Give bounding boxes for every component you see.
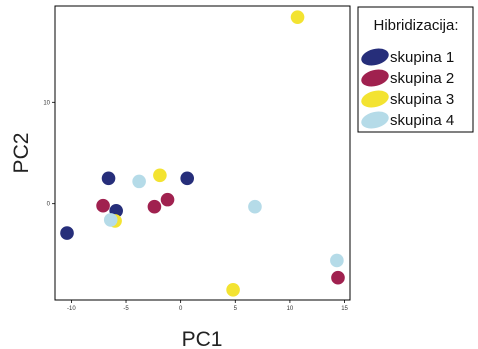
data-point-skupina-3 <box>153 168 167 183</box>
x-tick-label: 10 <box>287 306 294 312</box>
data-point-skupina-4 <box>330 253 344 268</box>
legend-swatch <box>361 69 389 87</box>
legend-items: skupina 1 skupina 2 skupina 3 skupina 4 <box>361 48 454 129</box>
x-tick-label: 0 <box>179 306 183 312</box>
x-tick-label: -10 <box>67 306 76 312</box>
legend-label: skupina 2 <box>390 70 454 87</box>
y-tick-label: 10 <box>43 100 50 106</box>
legend-label: skupina 3 <box>390 91 454 108</box>
data-point-skupina-1 <box>60 226 74 240</box>
legend-title: Hibridizacija: <box>373 17 458 34</box>
x-axis-ticks: -10 -5 0 5 10 15 <box>67 300 349 312</box>
data-point-skupina-1 <box>101 171 116 186</box>
legend-swatch <box>361 111 389 129</box>
y-axis-ticks: 0 10 <box>43 100 55 208</box>
data-points <box>60 10 345 297</box>
legend-label: skupina 4 <box>390 112 454 129</box>
y-axis-title: PC2 <box>10 133 33 174</box>
legend-swatch <box>361 90 389 108</box>
data-point-skupina-4 <box>132 174 146 189</box>
plot-frame <box>54 5 351 301</box>
y-tick-label: 0 <box>47 202 51 208</box>
data-point-skupina-4 <box>248 199 262 214</box>
data-point-skupina-1 <box>180 171 195 186</box>
data-point-skupina-2 <box>96 198 110 213</box>
data-point-skupina-3 <box>290 10 305 24</box>
x-tick-label: 15 <box>341 306 348 312</box>
data-point-skupina-2 <box>147 199 162 214</box>
data-point-skupina-4 <box>103 213 118 227</box>
x-axis-title: PC1 <box>182 328 223 349</box>
x-tick-label: -5 <box>123 306 129 312</box>
data-point-skupina-3 <box>226 283 240 297</box>
legend-box <box>357 6 474 133</box>
data-point-skupina-2 <box>331 270 345 285</box>
legend-swatch <box>361 48 389 66</box>
x-tick-label: 5 <box>234 306 238 312</box>
data-point-skupina-2 <box>160 192 175 207</box>
legend-label: skupina 1 <box>390 49 454 66</box>
